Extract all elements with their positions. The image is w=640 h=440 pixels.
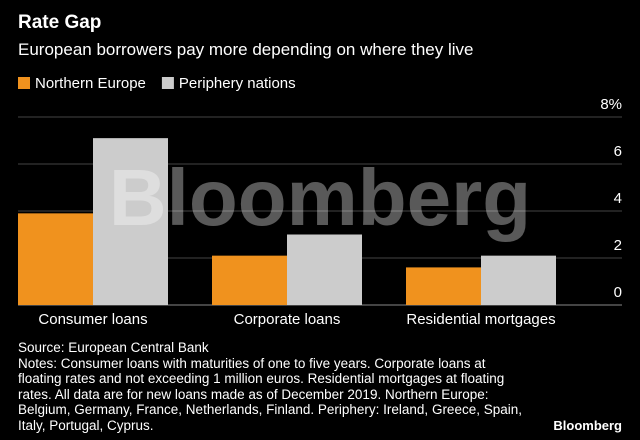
- bar: [93, 138, 168, 305]
- watermark: Bloomberg: [109, 153, 531, 242]
- plot: Northern Europe Periphery nations 0 2 4 6 8% Co…: [18, 75, 622, 328]
- bar: [18, 213, 93, 305]
- x-tick-label: Consumer loans: [38, 311, 147, 328]
- y-tick-label: 8%: [600, 96, 622, 113]
- logo: Bloomberg: [553, 418, 622, 433]
- notes: Notes: Consumer loans with maturities of…: [18, 355, 522, 433]
- legend-label: Periphery nations: [179, 75, 296, 92]
- bar: [287, 234, 362, 305]
- x-tick-label: Corporate loans: [234, 311, 341, 328]
- y-tick-label: 0: [614, 284, 622, 301]
- y-tick-label: 2: [614, 237, 622, 254]
- y-tick-label: 6: [614, 143, 622, 160]
- chart-subtitle: European borrowers pay more depending on…: [18, 40, 474, 59]
- legend-label: Northern Europe: [35, 75, 146, 92]
- legend-swatch: [18, 77, 30, 89]
- bar: [212, 255, 287, 305]
- bar: [481, 255, 556, 305]
- chart-title: Rate Gap: [18, 12, 101, 33]
- legend-swatch: [161, 77, 174, 89]
- footnotes: Source: European Central Bank Notes: Con…: [18, 340, 528, 433]
- y-tick-label: 4: [614, 190, 622, 207]
- source: Source: European Central Bank: [18, 340, 209, 355]
- bar: [406, 267, 481, 305]
- x-tick-label: Residential mortgages: [406, 311, 555, 328]
